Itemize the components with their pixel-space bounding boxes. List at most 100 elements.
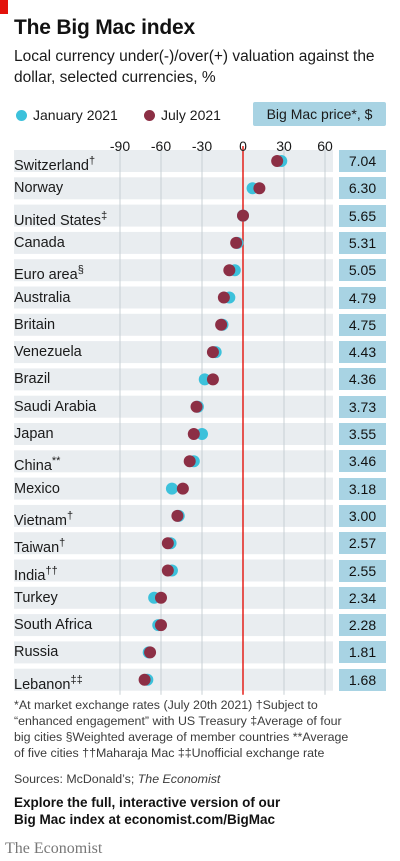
country-name: Vietnam bbox=[14, 512, 67, 529]
dot-january-12 bbox=[165, 482, 178, 495]
country-name: Canada bbox=[14, 234, 65, 251]
price-value: 3.18 bbox=[339, 477, 386, 500]
price-value: 2.34 bbox=[339, 586, 386, 609]
price-value: 4.36 bbox=[339, 368, 386, 391]
price-value: 2.57 bbox=[339, 532, 386, 555]
dot-july-2 bbox=[237, 209, 249, 222]
dot-july-7 bbox=[206, 346, 219, 359]
country-name: United States bbox=[14, 212, 102, 229]
country-label: Russia bbox=[14, 643, 58, 661]
row-band bbox=[14, 341, 333, 364]
x-tick-label: -30 bbox=[192, 138, 212, 154]
price-value: 4.43 bbox=[339, 341, 386, 364]
row-band bbox=[14, 368, 333, 391]
country-name: Brazil bbox=[14, 371, 51, 388]
row-band bbox=[14, 668, 333, 691]
footnote-mark: †† bbox=[45, 564, 58, 577]
price-value: 1.81 bbox=[339, 641, 386, 664]
explore-link-text[interactable]: Explore the full, interactive version of… bbox=[14, 794, 384, 828]
dot-july-18 bbox=[144, 646, 157, 659]
footnotes: *At market exchange rates (July 20th 202… bbox=[14, 697, 390, 761]
price-value: 6.30 bbox=[339, 177, 386, 200]
dot-july-9 bbox=[190, 400, 203, 413]
country-name: Russia bbox=[14, 644, 59, 661]
footnote-line-4: of five cities ††Maharaja Mac ‡‡Unoffici… bbox=[14, 746, 325, 760]
footnote-line-2: “enhanced engagement” with US Treasury ‡… bbox=[14, 714, 342, 728]
country-label: China** bbox=[14, 452, 60, 475]
footnote-mark: § bbox=[77, 264, 84, 277]
dot-july-14 bbox=[161, 537, 174, 550]
country-name: Switzerland bbox=[14, 157, 89, 174]
chart-title: The Big Mac index bbox=[14, 16, 195, 39]
row-band bbox=[14, 641, 333, 664]
country-label: South Africa bbox=[14, 616, 92, 634]
dot-july-13 bbox=[171, 509, 184, 522]
country-name: South Africa bbox=[14, 617, 93, 634]
country-name: Norway bbox=[14, 180, 64, 197]
sources-prefix: Sources: McDonald’s; bbox=[14, 772, 138, 786]
country-label: Euro area§ bbox=[14, 261, 84, 284]
row-band bbox=[14, 586, 333, 609]
dot-july-6 bbox=[215, 318, 228, 331]
dot-july-5 bbox=[217, 291, 230, 304]
dot-july-1 bbox=[253, 182, 266, 195]
x-tick-label: 30 bbox=[276, 138, 292, 154]
row-band bbox=[14, 450, 333, 473]
row-band bbox=[14, 204, 333, 227]
footnote-mark: ‡‡ bbox=[70, 673, 83, 686]
row-band bbox=[14, 313, 333, 336]
price-value: 7.04 bbox=[339, 150, 386, 172]
country-name: India bbox=[14, 567, 46, 584]
row-band bbox=[14, 286, 333, 309]
country-label: Norway bbox=[14, 179, 63, 197]
x-tick-label: -60 bbox=[151, 138, 171, 154]
dot-july-8 bbox=[206, 373, 219, 386]
footnote-mark: † bbox=[59, 537, 66, 550]
x-tick-label: 0 bbox=[239, 138, 247, 154]
price-value: 2.55 bbox=[339, 559, 386, 582]
explore-line-1: Explore the full, interactive version of… bbox=[14, 795, 281, 810]
sources-economist: The Economist bbox=[137, 772, 221, 786]
dot-january-8 bbox=[198, 373, 211, 386]
country-name: Lebanon bbox=[14, 676, 71, 693]
price-value: 5.31 bbox=[339, 231, 386, 254]
dot-july-10 bbox=[187, 428, 200, 440]
country-label: United States‡ bbox=[14, 207, 107, 230]
country-name: Japan bbox=[14, 426, 54, 442]
price-value: 4.79 bbox=[339, 286, 386, 309]
country-label: Britain bbox=[14, 316, 55, 334]
row-band bbox=[14, 259, 333, 282]
dot-july-3 bbox=[230, 236, 243, 249]
row-band bbox=[14, 614, 333, 637]
price-value: 3.73 bbox=[339, 395, 386, 418]
country-label: Turkey bbox=[14, 589, 58, 607]
dot-july-0 bbox=[271, 155, 284, 167]
country-label: Vietnam† bbox=[14, 507, 73, 530]
dot-july-15 bbox=[161, 564, 174, 577]
price-value: 5.65 bbox=[339, 204, 386, 227]
footnote-mark: ** bbox=[51, 455, 61, 468]
country-name: Saudi Arabia bbox=[14, 398, 97, 415]
country-label: Taiwan† bbox=[14, 534, 65, 557]
country-label: India†† bbox=[14, 562, 58, 585]
dot-july-16 bbox=[155, 591, 167, 604]
country-name: Turkey bbox=[14, 589, 58, 606]
price-column-header: Big Mac price*, $ bbox=[253, 102, 386, 126]
economist-red-tag bbox=[0, 0, 8, 14]
country-label: Venezuela bbox=[14, 343, 82, 361]
economist-logo: The Economist bbox=[5, 840, 103, 857]
country-name: Britain bbox=[14, 316, 56, 333]
x-tick-label: 60 bbox=[317, 138, 333, 154]
chart-subtitle: Local currency under(-)/over(+) valuatio… bbox=[14, 48, 375, 86]
country-label: Lebanon‡‡ bbox=[14, 671, 83, 694]
legend-july-label: July 2021 bbox=[161, 107, 221, 123]
price-value: 1.68 bbox=[339, 668, 386, 691]
country-label: Japan bbox=[14, 425, 54, 443]
explore-line-2: Big Mac index at economist.com/BigMac bbox=[14, 812, 276, 827]
country-name: China bbox=[14, 458, 52, 475]
price-value: 2.28 bbox=[339, 614, 386, 637]
legend-july-dot bbox=[144, 110, 155, 121]
legend-january-dot bbox=[16, 110, 27, 121]
country-name: Venezuela bbox=[14, 344, 82, 361]
